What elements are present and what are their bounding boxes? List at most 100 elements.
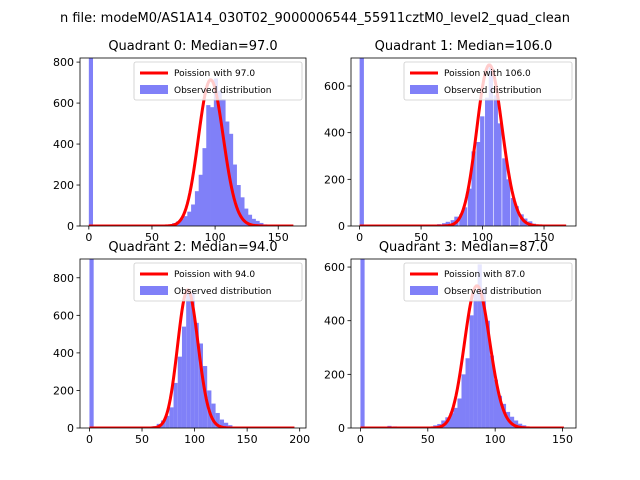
subplot-title: Quadrant 2: Median=94.0 [108,240,277,255]
subplot-title: Quadrant 3: Median=87.0 [379,240,548,255]
legend: Poission with 94.0 Observed distribution [133,262,303,302]
legend-box [403,262,573,302]
histogram-bar [202,148,207,226]
legend-hist-swatch [410,286,438,295]
legend-box [133,262,303,302]
axes-frame [350,258,577,429]
subplot-3: 0 50 100 150 0 200 400 600 Quadrant 3: Median=87… [324,240,577,446]
figure-suptitle: n file: modeM0/AS1A14_030T02_9000006544_… [60,11,570,26]
histogram-bar [457,398,462,428]
y-tick-label: 0 [338,422,345,435]
x-tick-label: 150 [534,231,555,244]
subplot-0: 0 50 100 150 0 200 400 600 800 Quadrant 0: Median… [53,39,307,244]
legend-fit-label: Poission with 94.0 [174,270,255,280]
y-tick-label: 600 [53,309,74,322]
histogram-bar [244,208,249,226]
y-tick-label: 0 [67,220,74,233]
histogram-bar [467,188,473,226]
histogram-bar [497,395,503,428]
x-tick-label: 100 [205,231,226,244]
subplot-title: Quadrant 0: Median=97.0 [108,39,277,54]
x-tick-label: 50 [135,433,149,446]
histogram-bar [179,218,184,226]
y-tick-label: 200 [324,368,345,381]
plot-area [360,259,565,428]
histogram-bar [459,214,464,226]
histogram-bar [215,412,220,428]
x-tick-label: 0 [85,231,92,244]
legend-box [403,61,573,101]
axes-frame [79,258,307,429]
histogram-bar [240,197,245,226]
histogram-bar [169,407,174,428]
histogram-bar [251,218,256,226]
histogram-bar [210,107,215,226]
x-tick-label: 50 [414,231,428,244]
subplot-title: Quadrant 1: Median=106.0 [375,39,553,54]
histogram-bar [225,121,230,226]
x-tick-label: 50 [145,231,159,244]
histogram-bar [255,220,260,226]
poisson-fit-line [359,63,567,226]
subplot-2: 0 50 100 150 200 0 200 400 600 800 Quadrant 2: Med… [53,240,310,446]
y-tick-label: 400 [324,127,345,140]
histogram-bar [219,419,225,428]
histogram-bar [359,58,364,226]
y-tick-label: 200 [53,384,74,397]
plot-area [359,58,567,226]
histogram-bar [89,259,94,428]
histogram-bar [501,403,507,428]
y-tick-label: 800 [53,272,74,285]
histogram-bar [194,322,199,428]
histogram-bar [186,289,191,428]
histogram-bar [198,343,203,428]
histogram-bar [88,58,94,226]
legend-hist-label: Observed distribution [444,86,541,96]
x-tick-label: 150 [552,433,573,446]
legend-hist-swatch [410,85,438,94]
legend-box [133,61,303,101]
histogram-bar [360,259,365,428]
histogram-bar [514,206,519,226]
histogram-bar [191,204,196,226]
y-tick-label: 400 [324,315,345,328]
histogram-bar [514,420,519,428]
legend: Poission with 106.0 Observed distribution [403,61,573,101]
histogram-bar [477,264,482,428]
x-tick-label: 0 [356,231,363,244]
legend-fit-label: Poission with 87.0 [444,270,525,280]
histogram-bar [173,382,178,428]
histogram-bar [505,179,511,226]
histogram-bar [187,211,192,226]
histogram-bar [497,123,502,226]
x-tick-label: 0 [86,433,93,446]
histogram-bar [449,413,454,428]
y-tick-label: 400 [53,347,74,360]
y-tick-label: 200 [53,179,74,192]
y-tick-label: 800 [53,56,74,69]
histogram-bar [198,174,203,226]
histogram-bar [232,164,237,226]
histogram-bar [481,288,486,428]
legend: Poission with 87.0 Observed distribution [403,262,573,302]
histogram-bar [181,326,187,428]
axes-frame [350,57,577,227]
histogram-bar [510,198,516,226]
histogram-bar [183,216,188,226]
histogram-bar [165,415,170,428]
legend-fit-label: Poission with 106.0 [444,69,531,79]
histogram-bar [489,355,494,428]
histogram-bar [469,315,474,428]
subplot-1: 0 50 100 150 0 200 400 600 Quadrant 1: Median=10… [324,39,577,244]
axes-frame [79,57,307,227]
histogram-bar [471,151,476,226]
x-tick-label: 200 [289,433,310,446]
x-tick-label: 100 [472,231,493,244]
x-tick-label: 150 [237,433,258,446]
x-tick-label: 100 [184,433,205,446]
histogram-bar [206,105,211,226]
histogram-bar [213,78,218,226]
legend-hist-swatch [140,85,168,94]
histogram-bar [445,221,450,226]
